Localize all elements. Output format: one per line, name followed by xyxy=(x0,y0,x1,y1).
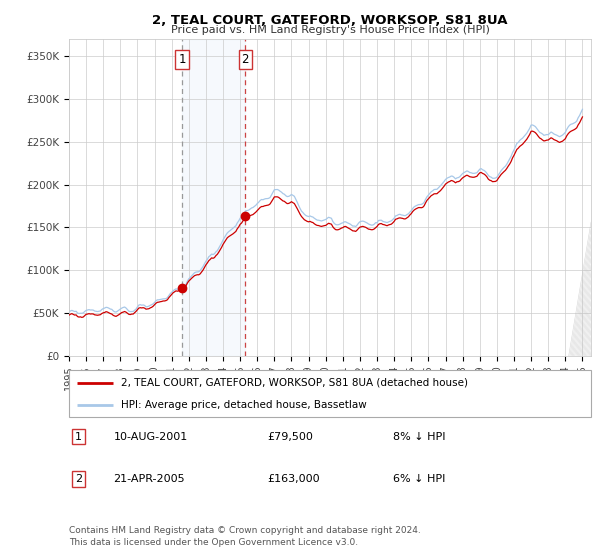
Text: £79,500: £79,500 xyxy=(268,432,313,442)
Text: 2: 2 xyxy=(75,474,82,484)
Text: £163,000: £163,000 xyxy=(268,474,320,484)
Text: Price paid vs. HM Land Registry's House Price Index (HPI): Price paid vs. HM Land Registry's House … xyxy=(170,25,490,35)
Text: 2, TEAL COURT, GATEFORD, WORKSOP, S81 8UA: 2, TEAL COURT, GATEFORD, WORKSOP, S81 8U… xyxy=(152,14,508,27)
Text: 10-AUG-2001: 10-AUG-2001 xyxy=(113,432,188,442)
Text: 1: 1 xyxy=(75,432,82,442)
Text: 6% ↓ HPI: 6% ↓ HPI xyxy=(392,474,445,484)
Text: Contains HM Land Registry data © Crown copyright and database right 2024.
This d: Contains HM Land Registry data © Crown c… xyxy=(69,526,421,547)
FancyBboxPatch shape xyxy=(69,370,591,417)
Text: 21-APR-2005: 21-APR-2005 xyxy=(113,474,185,484)
Text: 1: 1 xyxy=(178,53,186,66)
Text: HPI: Average price, detached house, Bassetlaw: HPI: Average price, detached house, Bass… xyxy=(121,400,367,410)
Text: 8% ↓ HPI: 8% ↓ HPI xyxy=(392,432,445,442)
Text: 2, TEAL COURT, GATEFORD, WORKSOP, S81 8UA (detached house): 2, TEAL COURT, GATEFORD, WORKSOP, S81 8U… xyxy=(121,378,468,388)
Bar xyxy=(182,39,245,356)
Text: 2: 2 xyxy=(242,53,249,66)
